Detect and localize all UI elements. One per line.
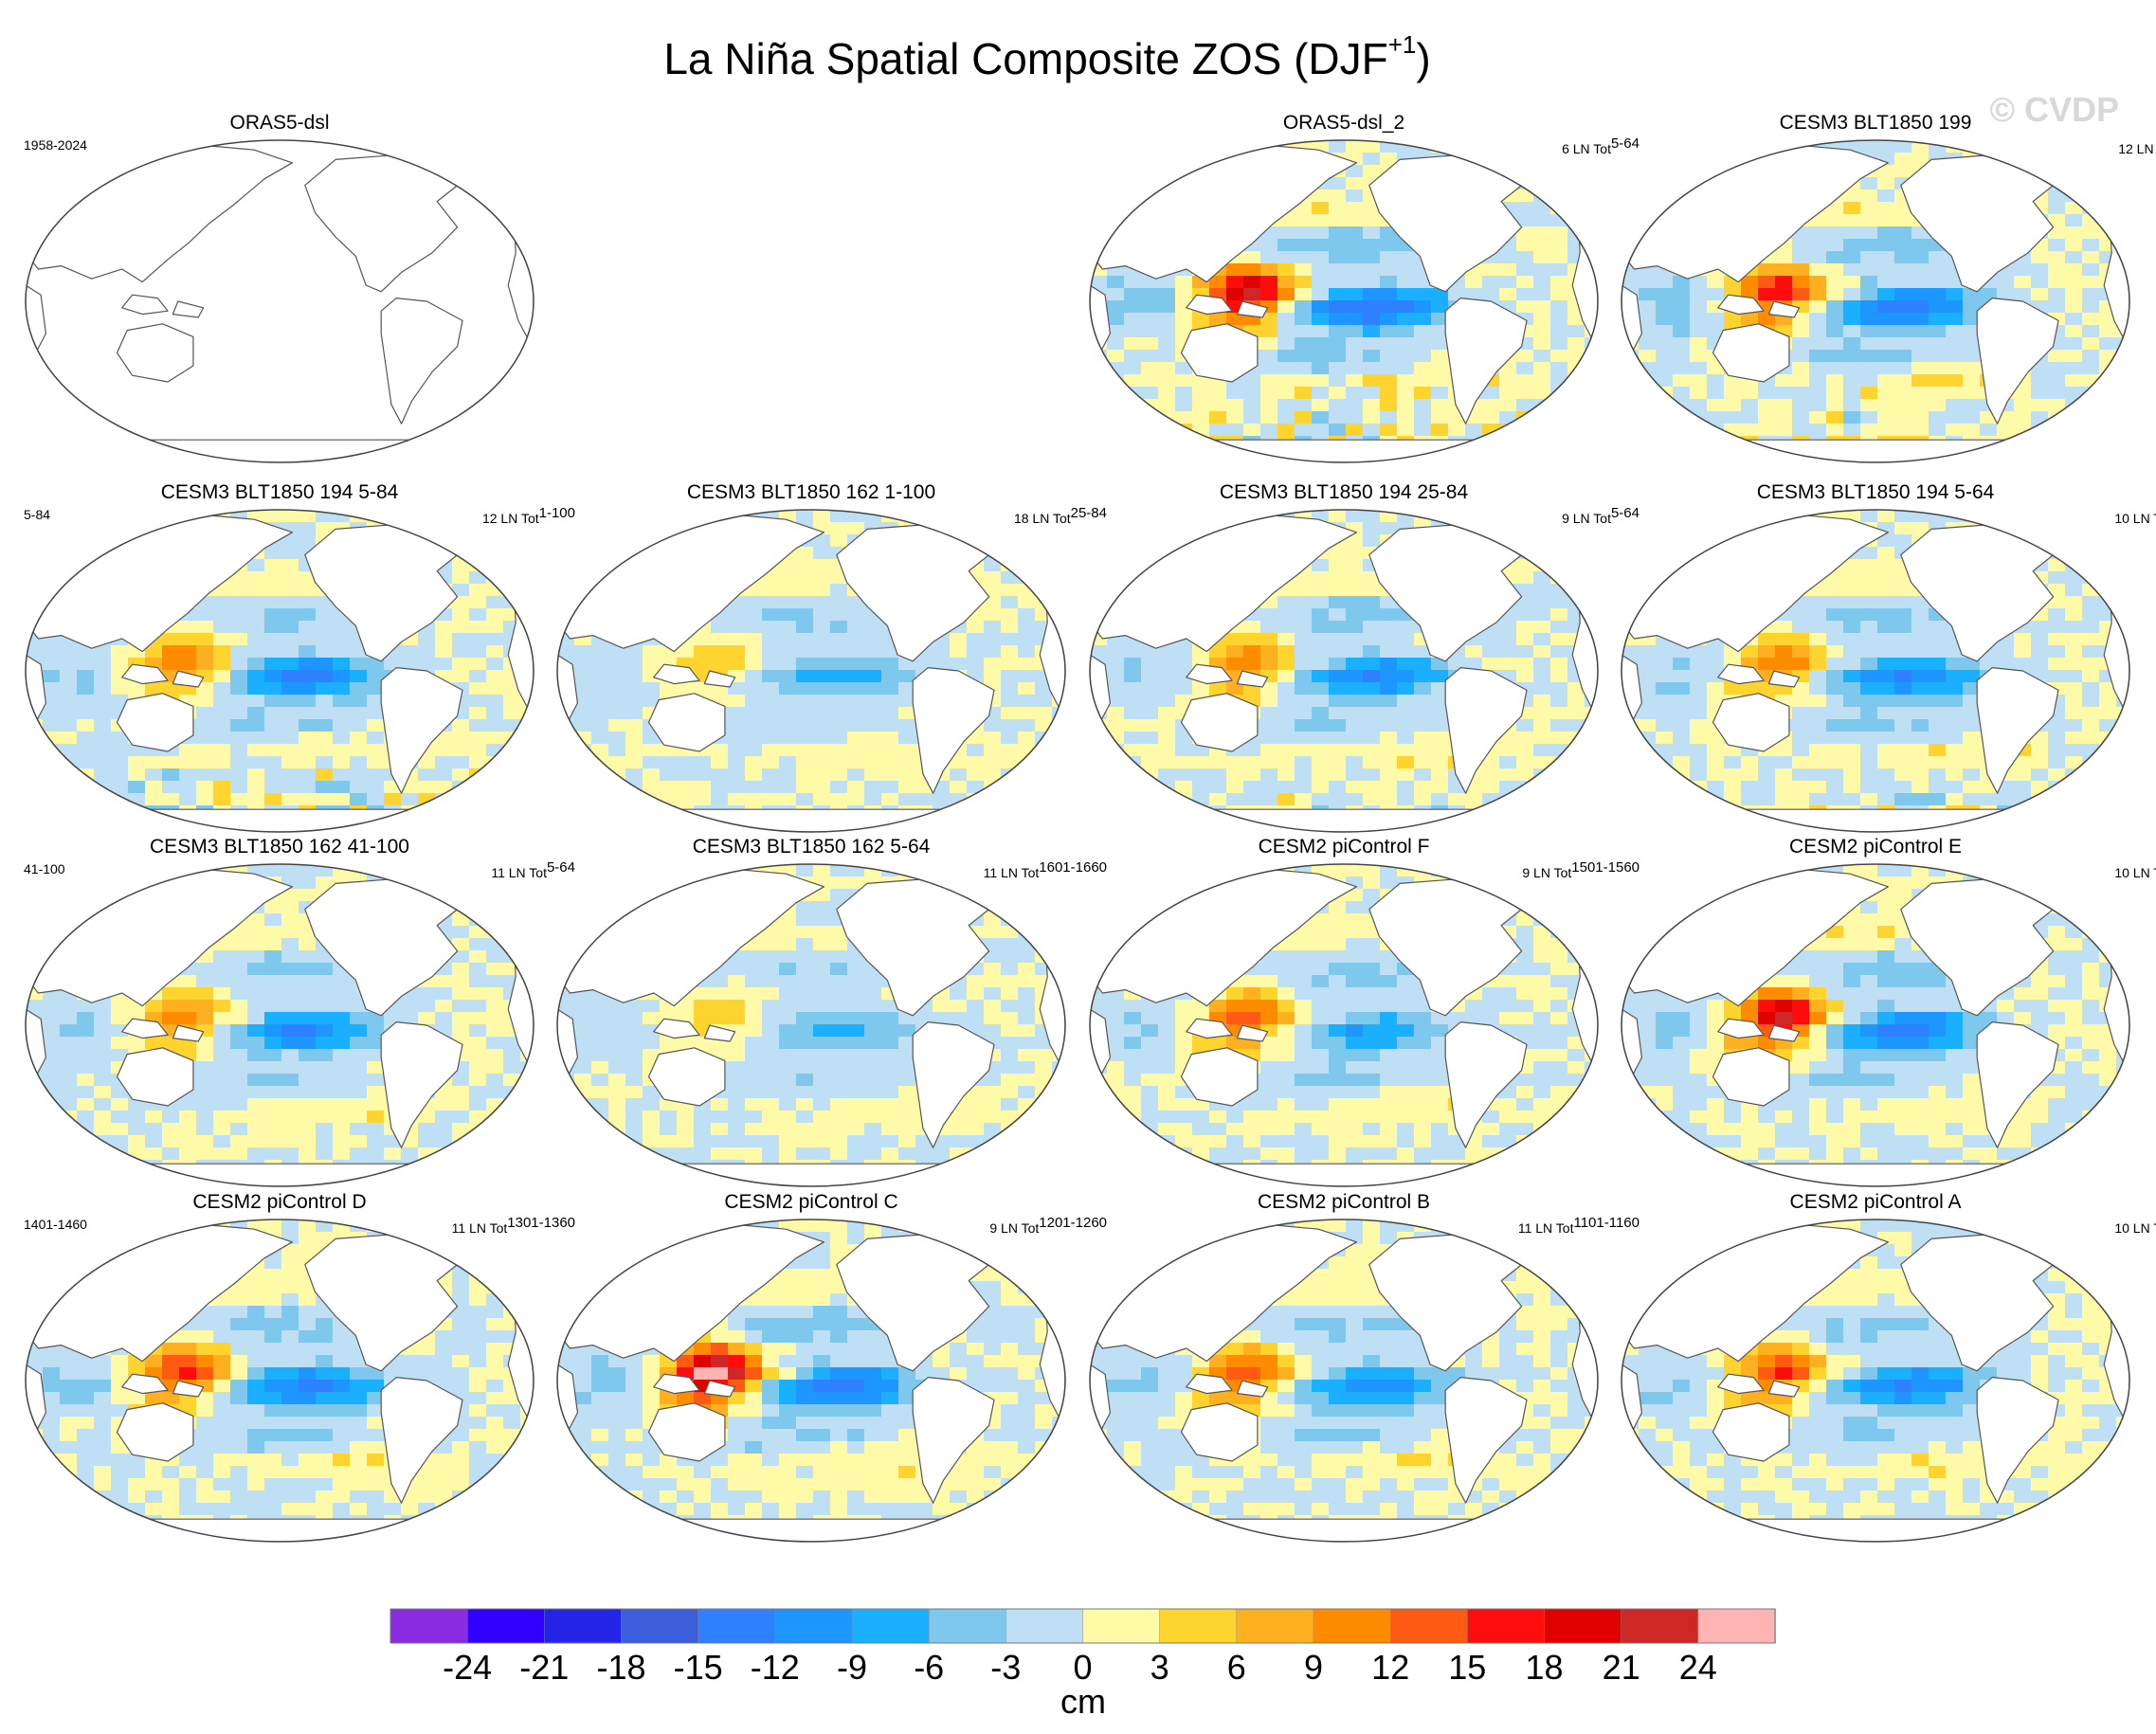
map-panel: CESM3 BLT1850 194 5-64 10 LN Tot [1622,481,2156,843]
colorbar-tick-label: -18 [596,1648,645,1687]
colorbar-tick-label: -21 [519,1648,569,1687]
panel-title: CESM3 BLT1850 162 41-100 [150,836,409,858]
panel-count-label: 12 LN Tot1-100 [482,505,575,526]
panel-count-label: 10 LN Tot [2114,511,2156,526]
map-panel: CESM3 BLT1850 162 1-100 18 LN Tot25-84 [557,481,1107,843]
colorbar-tick-label: 18 [1525,1648,1563,1687]
colorbar-tick-label: -15 [674,1648,723,1687]
map-panel: CESM2 piControl B 11 LN Tot1101-1160 [1090,1191,1640,1553]
colorbar-swatch [698,1609,776,1643]
colorbar-swatch [467,1609,545,1643]
panel-title: CESM2 piControl A [1790,1191,1962,1213]
panel-title: CESM3 BLT1850 194 25-84 [1220,481,1469,503]
panel-count-label: 10 LN Tot [2114,1220,2156,1236]
colorbar-swatch [1314,1609,1391,1643]
colorbar-swatch [622,1609,699,1643]
panel-title: CESM2 piControl F [1259,836,1430,858]
panel-title: CESM3 BLT1850 199 [1780,112,1972,134]
panel-title: ORAS5-dsl [229,112,329,134]
colorbar-tick-label: -6 [914,1648,944,1687]
colorbar-tick-label: -12 [751,1648,800,1687]
map-panel: ORAS5-dsl 1958-2024 [24,112,534,462]
panel-title: CESM3 BLT1850 194 5-64 [1757,481,1995,503]
colorbar-swatch [1160,1609,1238,1643]
colorbar-swatch [1237,1609,1314,1643]
panel-title: ORAS5-dsl_2 [1283,112,1404,134]
colorbar-tick-label: 21 [1603,1648,1640,1687]
map-panel: CESM3 BLT1850 162 41-100 41-100 11 LN Tot5… [24,836,575,1198]
panel-title: CESM3 BLT1850 162 1-100 [687,481,935,503]
panel-count-label: 6 LN Tot5-64 [1562,135,1640,156]
panel-years-label: 1958-2024 [24,137,87,153]
map-panel: CESM3 BLT1850 194 25-84 9 LN Tot5-64 [1090,481,1640,843]
colorbar-swatch [775,1609,853,1643]
map-panel: CESM3 BLT1850 194 5-84 5-84 12 LN Tot1-100 [24,481,575,843]
colorbar-tick-label: 9 [1304,1648,1323,1687]
colorbar-swatch [1545,1609,1622,1643]
colorbar-swatch [544,1609,622,1643]
panel-title: CESM2 piControl B [1258,1191,1430,1213]
panel-title: CESM3 BLT1850 162 5-64 [693,836,931,858]
map-panel: CESM2 piControl C 9 LN Tot1201-1260 [557,1191,1107,1553]
colorbar-tick-label: 3 [1150,1648,1169,1687]
colorbar-swatch [1622,1609,1699,1643]
colorbar-swatch [929,1609,1006,1643]
land-masses [26,143,534,462]
colorbar-tick-label: -3 [990,1648,1021,1687]
map-panel: CESM2 piControl F 9 LN Tot1501-1560 [1090,836,1640,1198]
colorbar-swatch [1006,1609,1083,1643]
panel-count-label: 11 LN Tot1301-1360 [452,1215,575,1236]
map-panel: CESM3 BLT1850 162 5-64 11 LN Tot1601-1660 [557,836,1107,1198]
colorbar-swatch [852,1609,930,1643]
panel-title: CESM2 piControl C [724,1191,897,1213]
colorbar-swatch [1390,1609,1468,1643]
panel-years-label: 41-100 [24,861,65,876]
panel-years-label: 1401-1460 [24,1217,87,1232]
map-panel: CESM2 piControl D 1401-1460 11 LN Tot1301-… [24,1191,575,1553]
panel-count-label: 11 LN Tot1601-1660 [984,859,1107,880]
map-panel: ORAS5-dsl_2 6 LN Tot5-64 [1090,112,1640,474]
colorbar-tick-label: -9 [837,1648,867,1687]
map-panel: CESM2 piControl A 10 LN Tot [1622,1191,2156,1553]
colorbar-tick-label: 24 [1679,1648,1717,1687]
panel-count-label: 9 LN Tot5-64 [1562,505,1640,526]
panel-title: CESM3 BLT1850 194 5-84 [161,481,399,503]
map-panel: CESM3 BLT1850 199 12 LN To [1622,112,2156,474]
colorbar-tick-label: 0 [1073,1648,1092,1687]
panel-count-label: 9 LN Tot1501-1560 [1522,859,1640,880]
colorbar-swatch [1083,1609,1161,1643]
watermark: © CVDP [1989,90,2119,129]
figure-title: La Niña Spatial Composite ZOS (DJF+1) [663,30,1430,83]
colorbar-tick-label: -24 [443,1648,492,1687]
panel-years-label: 5-84 [24,507,50,522]
map-panel: CESM2 piControl E 10 LN Tot [1622,836,2156,1198]
colorbar-unit: cm [1060,1682,1106,1721]
panel-grid: ORAS5-dsl 1958-2024 ORAS5-dsl_2 6 LN Tot5-6… [24,112,2156,1553]
panel-title: CESM2 piControl E [1789,836,1962,858]
panel-count-label: 10 LN Tot [2114,865,2156,880]
panel-count-label: 11 LN Tot1101-1160 [1518,1215,1640,1236]
panel-count-label: 12 LN To [2118,141,2156,156]
panel-title: CESM2 piControl D [192,1191,366,1213]
colorbar: -24 -21 -18 -15 -12 -9 -6 -3 0 3 6 9 12 15 18 21 24 [390,1609,1776,1687]
colorbar-tick-label: 12 [1371,1648,1409,1687]
colorbar-swatch [1467,1609,1545,1643]
colorbar-tick-label: 15 [1448,1648,1486,1687]
panel-count-label: 9 LN Tot1201-1260 [989,1215,1107,1236]
colorbar-swatch [390,1609,468,1643]
panel-count-label: 18 LN Tot25-84 [1014,505,1107,526]
colorbar-tick-label: 6 [1227,1648,1246,1687]
colorbar-swatch [1698,1609,1776,1643]
panel-count-label: 11 LN Tot5-64 [491,859,575,880]
